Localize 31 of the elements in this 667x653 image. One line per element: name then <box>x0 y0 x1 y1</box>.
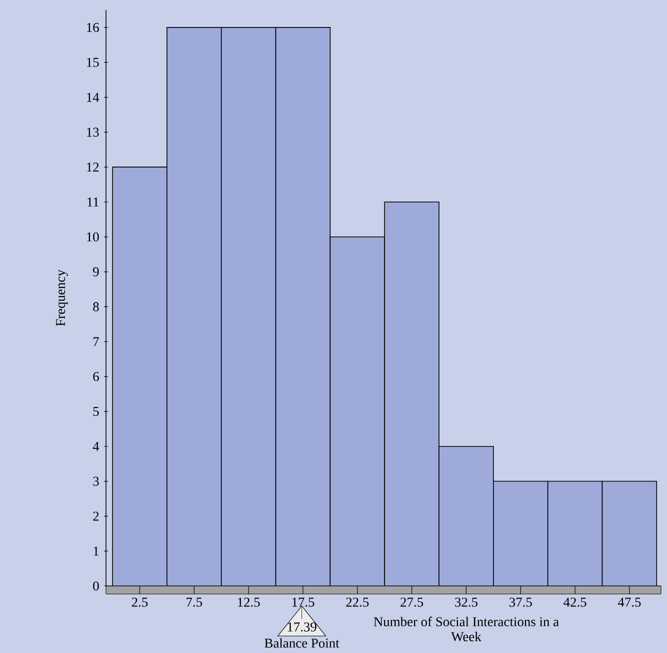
y-tick-label: 1 <box>94 546 99 556</box>
y-tick-label: 2 <box>93 512 99 521</box>
y-tick-label: 16 <box>87 22 99 32</box>
x-axis-title: Number of Social Interactions in a Week <box>374 616 559 642</box>
x-tick-label: 47.5 <box>618 598 641 607</box>
x-tick-label: 27.5 <box>400 598 424 607</box>
x-tick-label: 22.5 <box>346 598 369 607</box>
x-tick-label: 7.5 <box>186 598 202 607</box>
x-tick-label: 42.5 <box>564 598 586 607</box>
y-tick-label: 10 <box>87 232 99 242</box>
y-axis-title: Frequency <box>56 270 68 326</box>
y-tick-label: 4 <box>92 442 100 451</box>
y-tick-label: 0 <box>93 581 99 591</box>
annotation: 17.39 <box>288 622 316 632</box>
y-tick-label: 9 <box>93 267 99 276</box>
y-tick-label: 6 <box>93 372 99 382</box>
y-tick-label: 3 <box>93 476 99 486</box>
y-tick-label: 5 <box>93 406 99 416</box>
y-tick-label: 12 <box>87 162 99 172</box>
y-tick-label: 8 <box>93 302 99 312</box>
y-tick-label: 7 <box>93 337 99 346</box>
text: Balance Point <box>264 638 340 648</box>
x-tick-label: 17.5 <box>292 598 314 607</box>
y-tick-label: 13 <box>87 128 99 137</box>
y-tick-label: 11 <box>88 198 99 206</box>
x-tick-label: 32.5 <box>455 598 478 607</box>
y-tick-label: 15 <box>87 58 99 67</box>
x-tick-label: 2.5 <box>132 598 148 607</box>
y-tick-label: 14 <box>87 92 100 102</box>
x-tick-label: 37.5 <box>509 598 532 607</box>
x-tick-label: 12.5 <box>238 598 260 607</box>
